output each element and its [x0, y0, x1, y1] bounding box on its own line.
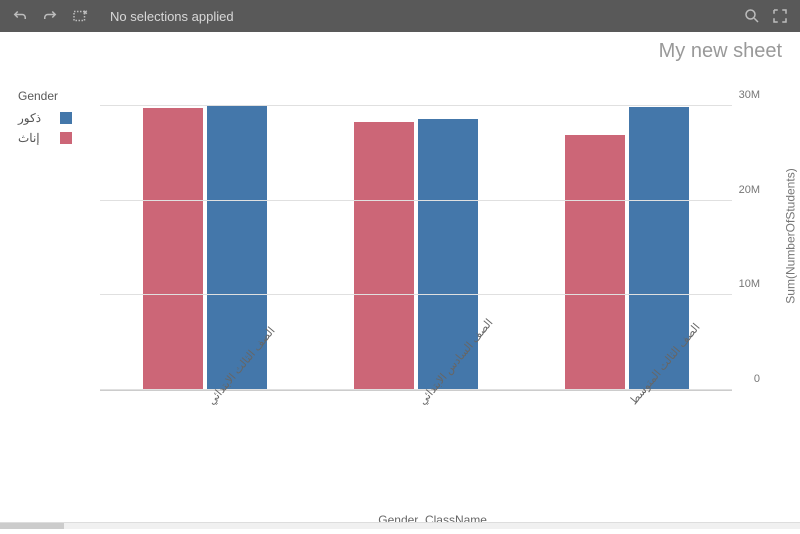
- search-icon[interactable]: [738, 2, 766, 30]
- back-icon[interactable]: [6, 2, 34, 30]
- y-tick: 20M: [739, 184, 760, 196]
- bar-female[interactable]: [565, 135, 625, 390]
- bar-female[interactable]: [354, 122, 414, 390]
- selections-tool-icon[interactable]: [766, 2, 794, 30]
- bar-group: [311, 119, 522, 390]
- y-tick: 0: [754, 373, 760, 385]
- status-bar: [0, 522, 800, 529]
- no-selections-label: No selections applied: [100, 2, 244, 30]
- bar-group: [100, 106, 311, 390]
- sheet-title: My new sheet: [0, 32, 800, 69]
- gridline: [100, 105, 732, 106]
- clear-selections-icon[interactable]: [66, 2, 94, 30]
- legend-swatch: [60, 132, 72, 144]
- y-axis-ticks: 0 10M 20M 30M: [732, 79, 760, 391]
- x-group: الصف الثالث الابتدائي: [100, 395, 311, 485]
- x-group: الصف السادس الابتدائي: [311, 395, 522, 485]
- legend-label: إناث: [18, 131, 40, 145]
- gridline: [100, 294, 732, 295]
- y-tick: 10M: [739, 278, 760, 290]
- x-axis-labels: الصف الثالث الابتدائيالصف السادس الابتدا…: [100, 395, 732, 485]
- gridline: [100, 200, 732, 201]
- x-group: الصف الثالث المتوسط: [521, 395, 732, 485]
- legend-item[interactable]: ذكور: [18, 111, 72, 125]
- legend-title: Gender: [18, 89, 72, 103]
- plot-area: [100, 79, 732, 391]
- bar-female[interactable]: [143, 108, 203, 390]
- y-axis-title: Sum(NumberOfStudents): [783, 168, 797, 303]
- bar-chart[interactable]: Gender ذكور إناث 0 10M 20M 30M Sum(NumberOfS…: [0, 69, 800, 529]
- toolbar-left: No selections applied: [6, 2, 244, 30]
- selections-toolbar: No selections applied: [0, 0, 800, 32]
- legend-swatch: [60, 112, 72, 124]
- legend-item[interactable]: إناث: [18, 131, 72, 145]
- bar-group: [521, 107, 732, 390]
- legend: Gender ذكور إناث: [18, 89, 72, 151]
- status-segment: [0, 523, 64, 529]
- legend-label: ذكور: [18, 111, 41, 125]
- y-tick: 30M: [739, 89, 760, 101]
- forward-icon[interactable]: [36, 2, 64, 30]
